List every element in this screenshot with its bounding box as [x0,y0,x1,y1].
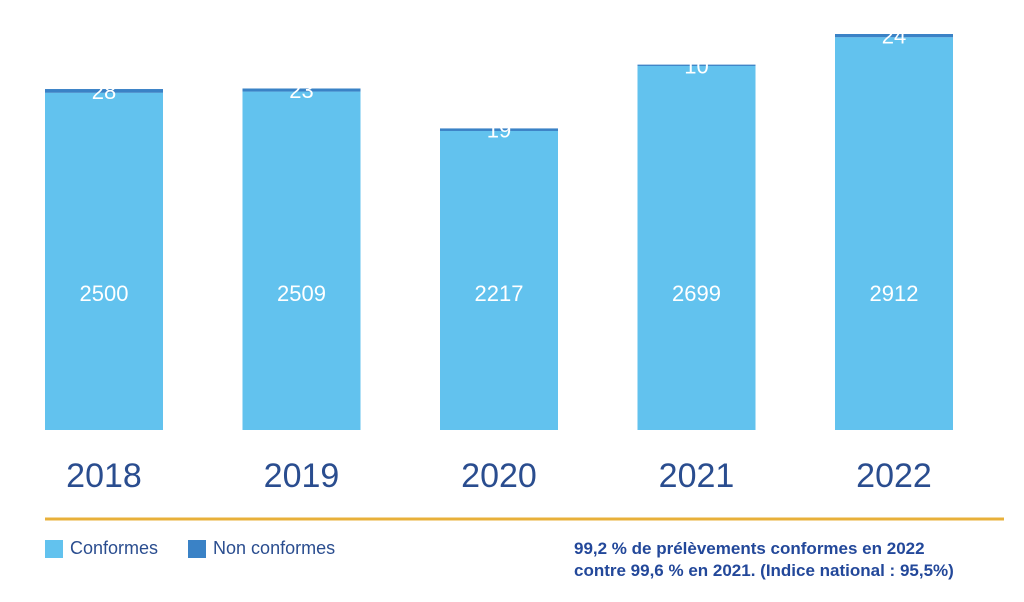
x-tick-label-2018: 2018 [66,457,142,495]
bar-conformes-2019 [242,91,361,430]
x-tick-label-2020: 2020 [461,457,537,495]
bar-non-conformes-2019 [242,88,361,92]
bar-conformes-2021 [637,65,756,430]
bar-non-conformes-2022 [835,34,953,38]
summary-note-line-2: contre 99,6 % en 2021. (Indice national … [574,561,954,580]
labels-layer: 2500 28 2509 23 2217 19 2699 10 2912 24 [80,24,919,306]
data-label-conformes-2020: 2217 [475,281,524,306]
data-label-conformes-2021: 2699 [672,281,721,306]
bar-conformes-2022 [835,37,953,430]
x-tick-label-2021: 2021 [659,457,735,495]
data-label-conformes-2022: 2912 [870,281,919,306]
data-label-non-conformes-2021: 10 [684,53,708,78]
x-axis: 2018 2019 2020 2021 2022 [66,457,932,495]
data-label-non-conformes-2020: 19 [487,118,511,143]
bar-non-conformes-2018 [45,89,163,93]
data-label-conformes-2019: 2509 [277,281,326,306]
legend: Conformes Non conformes [45,538,335,559]
data-label-non-conformes-2019: 23 [289,78,313,103]
bar-conformes-2020 [440,130,558,430]
x-tick-label-2022: 2022 [856,457,932,495]
summary-note: 99,2 % de prélèvements conformes en 2022… [574,538,1004,582]
data-label-non-conformes-2018: 28 [92,79,116,104]
data-label-conformes-2018: 2500 [80,281,129,306]
bar-non-conformes-2021 [637,64,756,66]
legend-item-non-conformes: Non conformes [188,538,335,559]
legend-label-conformes: Conformes [70,538,159,558]
legend-swatch-conformes [45,539,63,558]
bar-conformes-2018 [45,92,163,430]
bar-non-conformes-2020 [440,128,558,131]
data-label-non-conformes-2022: 24 [882,24,906,49]
bars-layer [45,34,953,430]
legend-label-non-conformes: Non conformes [213,538,336,558]
x-tick-label-2019: 2019 [264,457,340,495]
legend-swatch-non-conformes [188,539,207,558]
legend-item-conformes: Conformes [45,538,158,559]
summary-note-line-1: 99,2 % de prélèvements conformes en 2022 [574,539,925,558]
